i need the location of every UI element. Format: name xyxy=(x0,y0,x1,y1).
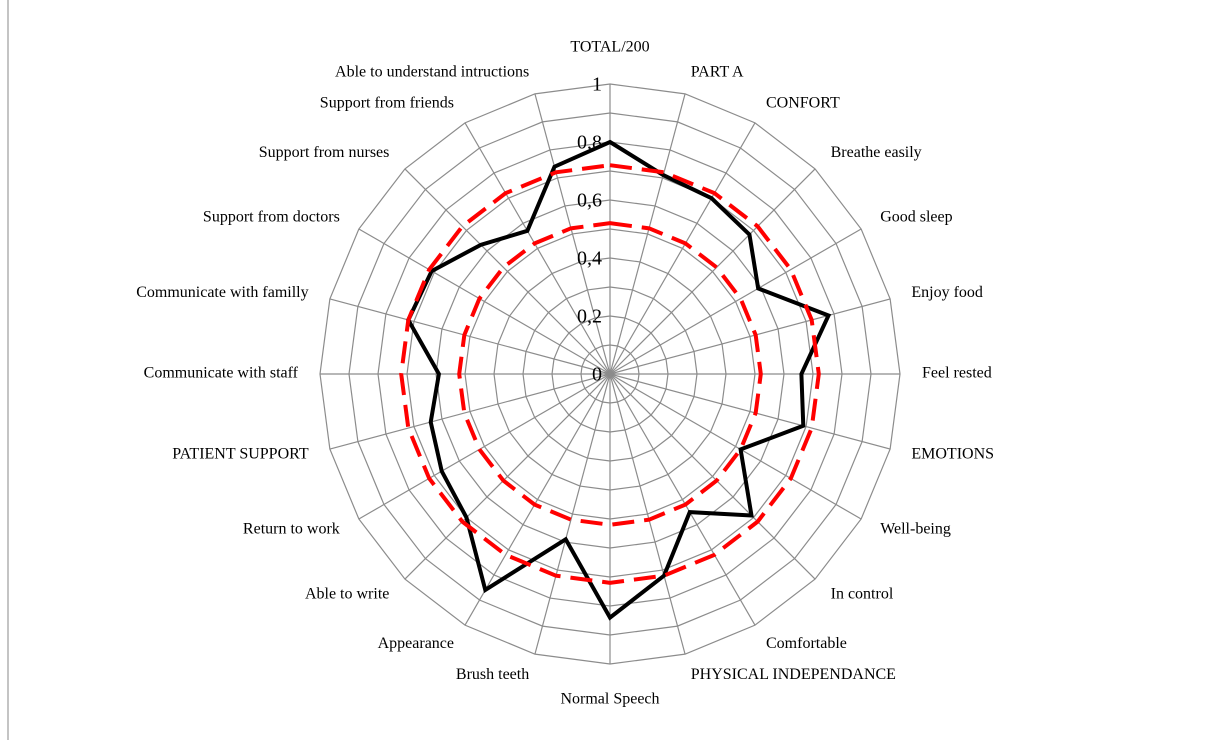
category-label: Brush teeth xyxy=(456,666,529,683)
spoke xyxy=(609,93,686,375)
category-label: Comfortable xyxy=(766,635,847,652)
spoke xyxy=(404,373,611,580)
r-tick-label: 1 xyxy=(592,74,602,96)
spoke xyxy=(464,373,611,626)
series-line xyxy=(399,163,821,585)
spoke xyxy=(609,373,756,626)
category-label: PHYSICAL INDEPENDANCE xyxy=(691,666,896,683)
r-tick-label: 0 xyxy=(592,364,602,386)
category-label: Able to understand intructions xyxy=(335,63,529,80)
category-label: Appearance xyxy=(378,635,454,652)
category-label: PATIENT SUPPORT xyxy=(172,445,309,462)
category-label: TOTAL/200 xyxy=(570,39,649,56)
spoke xyxy=(329,373,611,450)
series-line xyxy=(457,221,763,527)
spoke xyxy=(464,122,611,375)
spoke xyxy=(534,373,611,655)
spoke xyxy=(609,373,816,580)
spoke xyxy=(609,228,862,375)
category-label: Return to work xyxy=(243,521,340,538)
category-label: Able to write xyxy=(305,585,389,602)
category-label: Feel rested xyxy=(922,365,992,382)
category-label: Support from doctors xyxy=(203,209,340,226)
category-label: CONFORT xyxy=(766,94,840,111)
spoke xyxy=(609,122,756,375)
category-label: Support from friends xyxy=(320,94,454,111)
spoke xyxy=(358,373,611,520)
spoke xyxy=(609,373,686,655)
category-label: Normal Speech xyxy=(560,691,659,708)
spoke xyxy=(329,298,611,375)
spoke xyxy=(404,168,611,375)
category-label: In control xyxy=(831,585,894,602)
category-label: Enjoy food xyxy=(911,284,983,301)
r-tick-label: 0,2 xyxy=(577,306,602,328)
spoke xyxy=(609,373,891,450)
spoke xyxy=(358,228,611,375)
r-tick-label: 0,8 xyxy=(577,132,602,154)
r-tick-label: 0,4 xyxy=(577,248,602,270)
category-label: Support from nurses xyxy=(259,144,390,161)
category-label: PART A xyxy=(691,63,744,80)
category-label: Communicate with familly xyxy=(136,284,308,301)
category-label: Breathe easily xyxy=(831,144,922,161)
series-line xyxy=(406,139,832,621)
r-tick-label: 0,6 xyxy=(577,190,602,212)
category-label: Well-being xyxy=(880,521,951,538)
category-label: EMOTIONS xyxy=(911,445,994,462)
category-label: Communicate with staff xyxy=(144,365,299,382)
spoke xyxy=(609,373,862,520)
category-label: Good sleep xyxy=(880,209,952,226)
spoke xyxy=(534,93,611,375)
spoke xyxy=(609,168,816,375)
spoke xyxy=(609,298,891,375)
